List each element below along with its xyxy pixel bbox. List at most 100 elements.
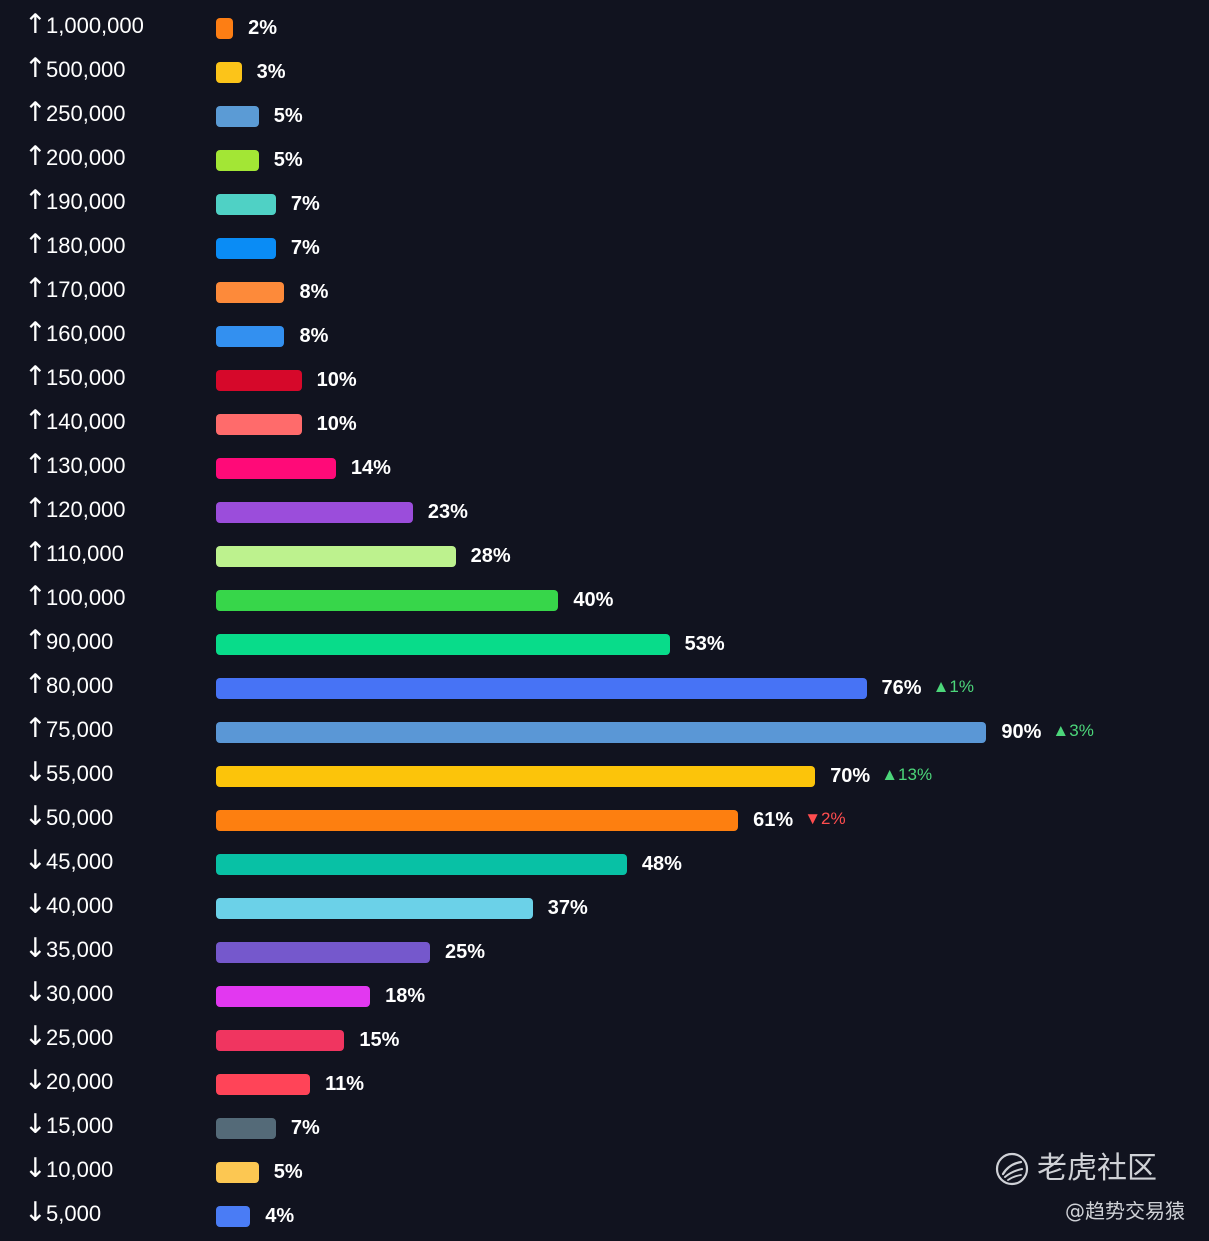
category-label: 100,000 <box>46 585 126 610</box>
value-label: 2% <box>248 17 278 39</box>
arrow-down-icon: ↓ <box>24 889 47 920</box>
chart-row: ↑ 200,000 5% <box>0 135 1209 179</box>
bar <box>216 546 456 567</box>
arrow-up-icon: ↑ <box>24 141 47 172</box>
value-label: 53% <box>684 633 725 655</box>
bar <box>216 1162 259 1183</box>
delta-up-badge: ▲13% <box>881 765 933 784</box>
chart-row: ↓ 45,000 48% <box>0 839 1209 883</box>
value-label: 10% <box>316 369 357 391</box>
delta-up-badge: ▲1% <box>932 677 974 696</box>
category-label: 90,000 <box>46 629 114 654</box>
tiger-logo-icon <box>995 1152 1029 1186</box>
arrow-up-icon: ↑ <box>24 537 47 568</box>
category-label: 110,000 <box>46 541 124 566</box>
arrow-up-icon: ↑ <box>24 97 47 128</box>
chart-row: ↑ 90,000 53% <box>0 619 1209 663</box>
bar <box>216 238 276 259</box>
chart-row: ↑ 1,000,000 2% <box>0 3 1209 47</box>
bar <box>216 18 234 39</box>
watermark: 老虎社区 @趋势交易猿 <box>985 1150 1185 1230</box>
arrow-down-icon: ↓ <box>24 1153 47 1184</box>
category-label: 170,000 <box>46 277 126 302</box>
bar <box>216 194 276 215</box>
bar <box>216 678 867 699</box>
value-label: 14% <box>350 457 391 479</box>
value-label: 28% <box>470 545 511 567</box>
category-label: 190,000 <box>46 189 126 214</box>
value-label: 70% <box>830 765 871 787</box>
category-label: 80,000 <box>46 673 114 698</box>
category-label: 1,000,000 <box>46 13 144 38</box>
value-label: 76% <box>881 677 922 699</box>
chart-row: ↑ 75,000 90% ▲3% <box>0 707 1209 751</box>
chart-row: ↑ 100,000 40% <box>0 575 1209 619</box>
arrow-up-icon: ↑ <box>24 669 47 700</box>
bar <box>216 898 533 919</box>
bar <box>216 722 987 743</box>
arrow-up-icon: ↑ <box>24 405 47 436</box>
value-label: 90% <box>1001 721 1042 743</box>
category-label: 30,000 <box>46 981 114 1006</box>
value-label: 5% <box>273 105 303 127</box>
category-label: 45,000 <box>46 849 114 874</box>
arrow-up-icon: ↑ <box>24 229 47 260</box>
bar <box>216 326 285 347</box>
arrow-down-icon: ↓ <box>24 1021 47 1052</box>
arrow-down-icon: ↓ <box>24 977 47 1008</box>
bar <box>216 414 302 435</box>
bar <box>216 62 242 83</box>
category-label: 25,000 <box>46 1025 114 1050</box>
bar <box>216 370 302 391</box>
category-label: 5,000 <box>46 1201 102 1226</box>
category-label: 150,000 <box>46 365 126 390</box>
bar <box>216 150 259 171</box>
value-label: 15% <box>359 1029 400 1051</box>
category-label: 250,000 <box>46 101 126 126</box>
chart-row: ↓ 10,000 5% <box>0 1147 1209 1191</box>
chart-row: ↑ 120,000 23% <box>0 487 1209 531</box>
bar <box>216 502 413 523</box>
bar <box>216 810 739 831</box>
watermark-title: 老虎社区 <box>1037 1151 1157 1186</box>
value-label: 7% <box>290 193 320 215</box>
chart-row: ↑ 140,000 10% <box>0 399 1209 443</box>
value-label: 18% <box>385 985 426 1007</box>
category-label: 180,000 <box>46 233 126 258</box>
chart-row: ↑ 250,000 5% <box>0 91 1209 135</box>
arrow-down-icon: ↓ <box>24 1197 47 1228</box>
chart-row: ↓ 55,000 70% ▲13% <box>0 751 1209 795</box>
chart-row: ↑ 500,000 3% <box>0 47 1209 91</box>
value-label: 23% <box>427 501 468 523</box>
chart-row: ↑ 170,000 8% <box>0 267 1209 311</box>
value-label: 7% <box>290 1117 320 1139</box>
category-label: 160,000 <box>46 321 126 346</box>
delta-up-badge: ▲3% <box>1052 721 1094 740</box>
arrow-down-icon: ↓ <box>24 845 47 876</box>
arrow-up-icon: ↑ <box>24 53 47 84</box>
chart-row: ↓ 15,000 7% <box>0 1103 1209 1147</box>
bar <box>216 1074 311 1095</box>
category-label: 40,000 <box>46 893 114 918</box>
chart-row: ↑ 130,000 14% <box>0 443 1209 487</box>
arrow-up-icon: ↑ <box>24 273 47 304</box>
value-label: 25% <box>445 941 486 963</box>
value-label: 7% <box>290 237 320 259</box>
value-label: 10% <box>316 413 357 435</box>
chart-row: ↓ 40,000 37% <box>0 883 1209 927</box>
value-label: 61% <box>753 809 794 831</box>
arrow-down-icon: ↓ <box>24 757 47 788</box>
arrow-up-icon: ↑ <box>24 713 47 744</box>
bar <box>216 1030 345 1051</box>
value-label: 8% <box>299 325 329 347</box>
category-label: 20,000 <box>46 1069 114 1094</box>
arrow-down-icon: ↓ <box>24 1065 47 1096</box>
value-label: 5% <box>273 1161 303 1183</box>
bar <box>216 1206 251 1227</box>
chart-row: ↑ 80,000 76% ▲1% <box>0 663 1209 707</box>
arrow-up-icon: ↑ <box>24 449 47 480</box>
delta-down-badge: ▼2% <box>804 809 846 828</box>
bar <box>216 282 285 303</box>
category-label: 35,000 <box>46 937 114 962</box>
category-label: 130,000 <box>46 453 126 478</box>
